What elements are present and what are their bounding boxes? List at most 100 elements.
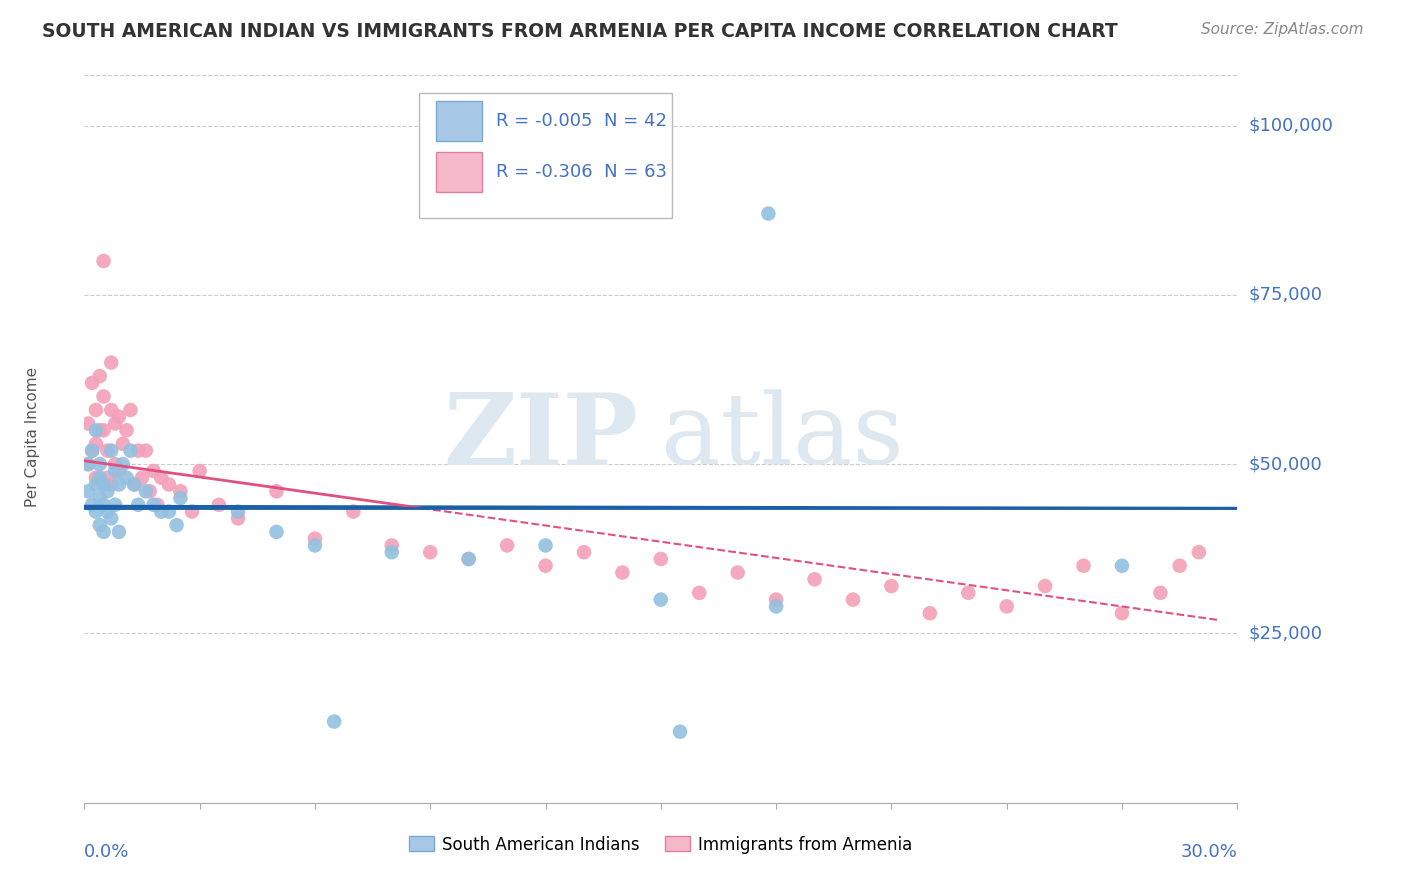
Point xyxy=(104,417,127,431)
Point xyxy=(84,477,107,491)
Point xyxy=(89,369,111,384)
Point xyxy=(127,498,149,512)
Point xyxy=(1033,579,1056,593)
Point xyxy=(1149,586,1171,600)
Point xyxy=(89,518,111,533)
Text: SOUTH AMERICAN INDIAN VS IMMIGRANTS FROM ARMENIA PER CAPITA INCOME CORRELATION C: SOUTH AMERICAN INDIAN VS IMMIGRANTS FROM… xyxy=(42,22,1118,41)
Text: 0.0%: 0.0% xyxy=(84,843,129,861)
Point xyxy=(157,477,180,491)
Point xyxy=(381,538,404,552)
Point xyxy=(138,484,160,499)
Point xyxy=(1111,606,1133,620)
Point xyxy=(765,592,787,607)
Point xyxy=(115,471,138,485)
Text: R = -0.005  N = 42: R = -0.005 N = 42 xyxy=(496,112,666,130)
Point xyxy=(93,524,115,539)
Point xyxy=(108,409,131,424)
Point xyxy=(77,457,100,471)
Point xyxy=(100,477,122,491)
Text: R = -0.306  N = 63: R = -0.306 N = 63 xyxy=(496,163,666,181)
Text: $75,000: $75,000 xyxy=(1249,285,1323,304)
Point xyxy=(181,505,204,519)
Point xyxy=(457,552,479,566)
Point xyxy=(150,505,173,519)
Point xyxy=(80,443,103,458)
Point xyxy=(100,443,122,458)
Point xyxy=(104,464,127,478)
Point xyxy=(96,471,118,485)
Point xyxy=(534,558,557,573)
Point xyxy=(135,484,157,499)
Point xyxy=(93,423,115,437)
Point xyxy=(669,724,692,739)
Point xyxy=(169,484,191,499)
Point xyxy=(650,552,672,566)
FancyBboxPatch shape xyxy=(436,101,482,141)
Point xyxy=(89,491,111,505)
Point xyxy=(120,403,142,417)
Point xyxy=(80,443,103,458)
Point xyxy=(96,443,118,458)
Point xyxy=(84,437,107,451)
Point xyxy=(84,403,107,417)
Point xyxy=(100,355,122,369)
Text: ZIP: ZIP xyxy=(443,389,638,485)
Point xyxy=(226,505,249,519)
Text: Source: ZipAtlas.com: Source: ZipAtlas.com xyxy=(1201,22,1364,37)
Point xyxy=(457,552,479,566)
Point xyxy=(100,511,122,525)
Point xyxy=(84,423,107,437)
Point xyxy=(115,423,138,437)
Point xyxy=(304,532,326,546)
Point xyxy=(96,505,118,519)
Point xyxy=(146,498,169,512)
Point xyxy=(150,471,173,485)
Point xyxy=(381,545,404,559)
Point xyxy=(323,714,346,729)
Point xyxy=(880,579,903,593)
Point xyxy=(208,498,231,512)
Point xyxy=(842,592,865,607)
Point xyxy=(96,484,118,499)
Point xyxy=(100,403,122,417)
Text: $25,000: $25,000 xyxy=(1249,624,1323,642)
Text: $50,000: $50,000 xyxy=(1249,455,1322,473)
Point xyxy=(266,484,288,499)
Point xyxy=(142,498,165,512)
Point xyxy=(131,471,153,485)
Point xyxy=(135,443,157,458)
Point xyxy=(84,471,107,485)
Point xyxy=(496,538,519,552)
Point xyxy=(572,545,595,559)
Point xyxy=(957,586,980,600)
Text: 30.0%: 30.0% xyxy=(1181,843,1237,861)
Point xyxy=(1073,558,1095,573)
Point xyxy=(84,505,107,519)
Point xyxy=(108,524,131,539)
Point xyxy=(124,477,146,491)
FancyBboxPatch shape xyxy=(436,152,482,192)
Point xyxy=(166,518,188,533)
Point xyxy=(534,538,557,552)
Point xyxy=(89,471,111,485)
Point xyxy=(304,538,326,552)
FancyBboxPatch shape xyxy=(419,94,672,218)
Point xyxy=(266,524,288,539)
Point xyxy=(758,206,780,220)
Point xyxy=(104,498,127,512)
Point xyxy=(111,457,134,471)
Point xyxy=(1168,558,1191,573)
Point xyxy=(1111,558,1133,573)
Point xyxy=(124,477,146,491)
Point xyxy=(226,511,249,525)
Point xyxy=(108,477,131,491)
Point xyxy=(419,545,441,559)
Text: atlas: atlas xyxy=(661,389,904,485)
Point xyxy=(727,566,749,580)
Point xyxy=(142,464,165,478)
Point xyxy=(80,376,103,390)
Point xyxy=(342,505,364,519)
Point xyxy=(918,606,941,620)
Point xyxy=(169,491,191,505)
Point xyxy=(111,437,134,451)
